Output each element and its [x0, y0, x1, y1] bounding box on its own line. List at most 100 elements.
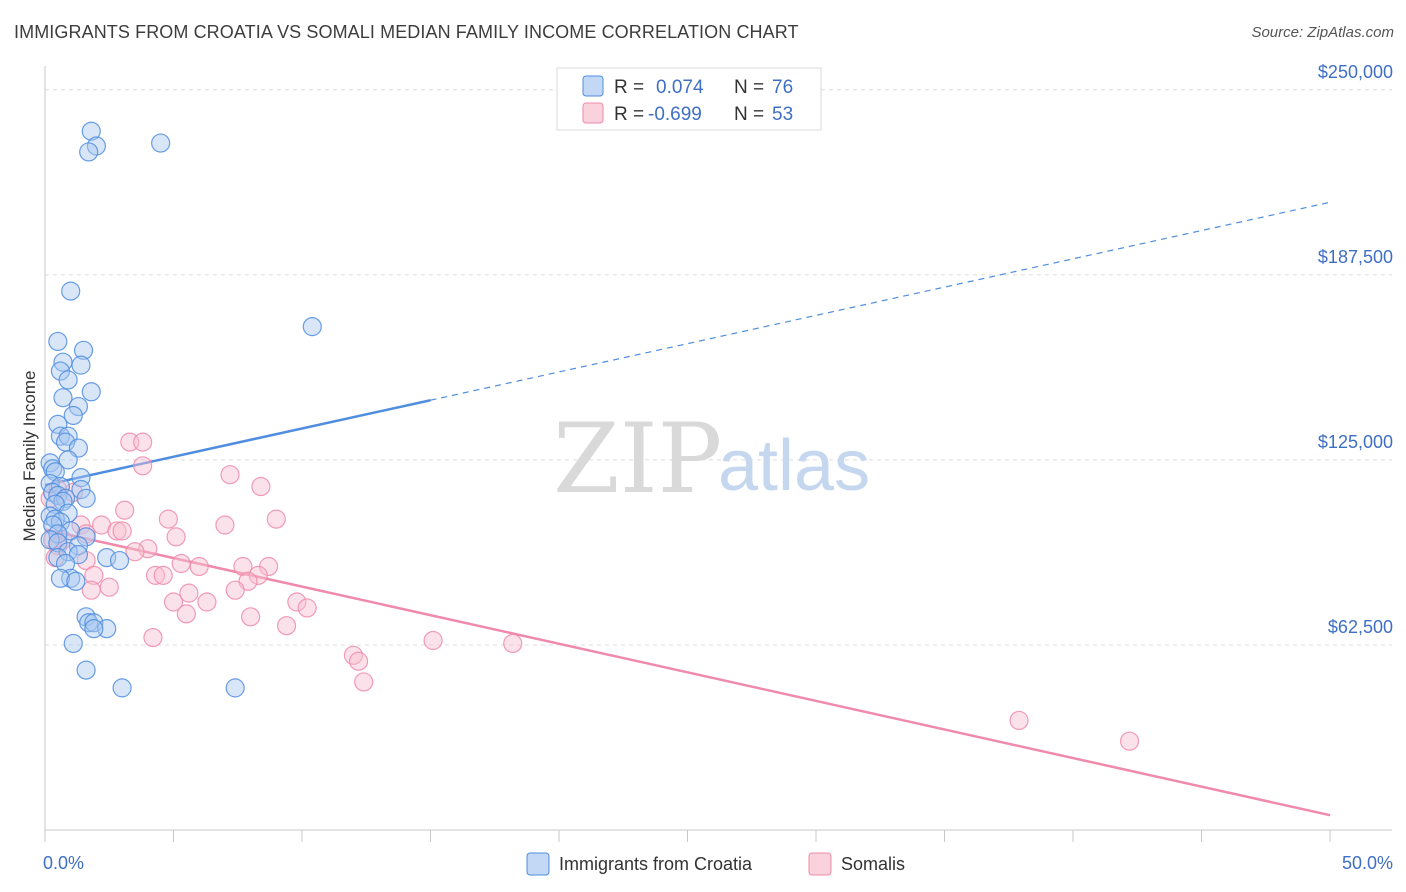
- somalis-point: [503, 633, 523, 654]
- croatia-point: [112, 678, 132, 698]
- legend-swatch-somalis: [582, 102, 604, 124]
- somalis-point: [197, 592, 217, 612]
- croatia-point: [61, 568, 81, 588]
- somalis-point: [143, 627, 163, 648]
- croatia-point: [43, 459, 63, 479]
- somalis-point: [163, 592, 184, 612]
- gridlines: [45, 89, 1392, 646]
- croatia-point: [43, 515, 63, 535]
- croatia-point: [76, 488, 96, 508]
- somalis-point: [115, 500, 135, 520]
- legend-n-label-somalis: N =: [734, 104, 764, 125]
- source-label: Source: ZipAtlas.com: [1251, 24, 1394, 41]
- somalis-point: [112, 521, 132, 541]
- croatia-point: [71, 355, 91, 375]
- bottom-legend-swatch-croatia: [526, 852, 550, 876]
- somalis-point: [297, 598, 317, 618]
- somalis-point: [423, 630, 443, 651]
- somalis-point: [71, 515, 91, 535]
- axes: [44, 66, 1392, 842]
- somalis-point: [179, 583, 199, 603]
- croatia-point: [86, 136, 107, 156]
- somalis-point: [99, 577, 119, 597]
- croatia-point: [61, 281, 81, 301]
- croatia-point: [109, 550, 130, 571]
- data-points: [40, 121, 1140, 751]
- croatia-point: [45, 462, 65, 482]
- croatia-point: [76, 660, 96, 680]
- trendlines: [44, 201, 1331, 817]
- croatia-point: [63, 405, 83, 426]
- somalis-point: [287, 592, 307, 612]
- somalis-point: [241, 607, 261, 627]
- croatia-point: [68, 396, 89, 417]
- croatia-point: [81, 121, 101, 141]
- y-tick-label: $125,000: [1318, 432, 1393, 452]
- y-axis-title: Median Family Income: [20, 370, 39, 541]
- bottom-legend: Immigrants from Croatia Somalis: [526, 852, 905, 876]
- croatia-point: [55, 488, 76, 508]
- somalis-point: [133, 432, 153, 452]
- croatia-point: [84, 619, 104, 639]
- y-tick-label: $250,000: [1318, 62, 1393, 82]
- somalis-point: [189, 556, 209, 577]
- somalis-point: [84, 565, 104, 585]
- y-tick-label: $187,500: [1318, 247, 1393, 267]
- x-tick-labels: 0.0% 50.0%: [43, 853, 1393, 873]
- somalis-point: [343, 645, 363, 665]
- somalis-point: [220, 465, 240, 485]
- croatia-point: [48, 331, 68, 352]
- somalis-point: [153, 565, 173, 585]
- y-tick-label: $62,500: [1328, 617, 1393, 637]
- somalis-point: [1009, 710, 1029, 731]
- y-tick-labels: $62,500 $125,000 $187,500 $250,000: [1318, 62, 1393, 637]
- somalis-point: [171, 553, 191, 574]
- legend-r-label-croatia: R =: [614, 77, 644, 98]
- bottom-legend-swatch-somalis: [808, 852, 832, 876]
- watermark-atlas: atlas: [718, 426, 870, 506]
- croatia-point: [79, 613, 99, 633]
- watermark: ZIP atlas: [553, 403, 870, 515]
- legend-swatch-croatia: [582, 75, 604, 97]
- legend-r-value-somalis: -0.699: [648, 104, 702, 125]
- croatia-point: [79, 142, 99, 162]
- trendline-croatia-solid: [44, 398, 431, 487]
- croatia-point: [50, 426, 71, 446]
- croatia-point: [73, 340, 94, 360]
- legend-r-value-croatia: 0.074: [656, 77, 704, 98]
- bottom-legend-label-croatia: Immigrants from Croatia: [559, 854, 753, 874]
- somalis-point: [233, 556, 253, 577]
- croatia-point: [71, 479, 91, 500]
- croatia-point: [53, 491, 73, 511]
- somalis-point: [1119, 731, 1140, 751]
- somalis-point: [76, 550, 96, 571]
- chart-title: IMMIGRANTS FROM CROATIA VS SOMALI MEDIAN…: [14, 22, 799, 42]
- somalis-point: [166, 527, 186, 547]
- somalis-point: [125, 542, 145, 562]
- somalis-point: [248, 565, 268, 585]
- legend-box: R = 0.074 N = 76 R = -0.699 N = 53: [556, 67, 822, 131]
- somalis-point: [145, 565, 166, 585]
- somalis-point: [276, 616, 297, 636]
- somalis-point: [133, 456, 153, 476]
- croatia-point: [81, 382, 101, 402]
- x-tick-label-min: 0.0%: [43, 853, 84, 873]
- somalis-point: [81, 580, 101, 600]
- trendline-croatia-dashed: [430, 201, 1331, 401]
- somalis-point: [354, 672, 374, 692]
- croatia-point: [63, 633, 83, 654]
- somalis-point: [158, 509, 178, 529]
- croatia-point: [66, 571, 86, 591]
- bottom-legend-label-somalis: Somalis: [841, 854, 905, 874]
- legend-r-label-somalis: R =: [614, 104, 644, 125]
- croatia-point: [225, 678, 245, 698]
- croatia-point: [50, 568, 71, 588]
- somalis-point: [215, 515, 235, 535]
- somalis-point: [251, 476, 271, 497]
- croatia-point: [48, 547, 68, 568]
- x-tick-label-max: 50.0%: [1342, 853, 1393, 873]
- legend-n-value-croatia: 76: [772, 77, 793, 98]
- legend-n-label-croatia: N =: [734, 77, 764, 98]
- watermark-zip: ZIP: [553, 403, 722, 515]
